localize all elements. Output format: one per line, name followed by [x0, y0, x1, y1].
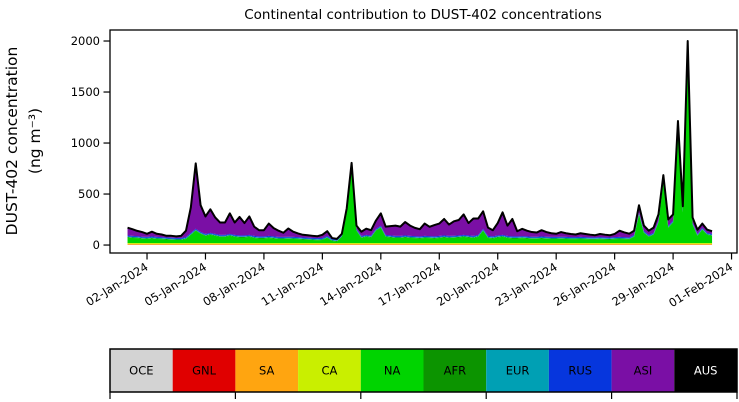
y-axis-label-line1: DUST-402 concentration	[3, 47, 21, 236]
legend-border	[109, 348, 738, 393]
legend-label-OCE: OCE	[129, 364, 153, 378]
legend-item-ASI	[611, 349, 675, 392]
y-axis-label-line2: (ng m⁻³)	[26, 108, 44, 174]
legend-strip: OCE GNL SA CA NA AFR EUR RUS ASI AUS	[109, 348, 738, 399]
total-line	[127, 39, 713, 240]
legend-item-AFR	[423, 349, 487, 392]
legend-label-AFR: AFR	[444, 364, 466, 378]
legend-label-ASI: ASI	[634, 364, 653, 378]
stacked-areas	[127, 40, 713, 246]
y-tick-label: 1500	[71, 85, 100, 99]
area-SA	[127, 243, 713, 245]
legend-item-RUS	[548, 349, 612, 392]
chart-title: Continental contribution to DUST-402 con…	[244, 7, 602, 23]
total-outline	[127, 39, 713, 240]
y-tick-label: 1000	[71, 136, 100, 150]
legend-item-OCE	[110, 349, 173, 392]
y-axis-ticks: 0 500 1000 1500 2000	[71, 34, 110, 252]
y-tick-label: 0	[93, 238, 100, 252]
legend-label-EUR: EUR	[506, 364, 530, 378]
y-tick-label: 500	[78, 187, 100, 201]
legend-item-SA	[235, 349, 299, 392]
legend-label-GNL: GNL	[192, 364, 217, 378]
legend-item-EUR	[486, 349, 549, 392]
legend-label-NA: NA	[384, 364, 401, 378]
legend-item-AUS	[674, 349, 737, 392]
plot-border	[109, 29, 738, 254]
legend-item-NA	[360, 349, 424, 392]
area-CA	[127, 243, 713, 244]
legend-item-CA	[298, 349, 361, 392]
legend-label-SA: SA	[259, 364, 275, 378]
y-tick-label: 2000	[71, 34, 100, 48]
legend-label-RUS: RUS	[568, 364, 592, 378]
legend-label-CA: CA	[321, 364, 337, 378]
legend-item-GNL	[172, 349, 236, 392]
legend-label-AUS: AUS	[694, 364, 718, 378]
